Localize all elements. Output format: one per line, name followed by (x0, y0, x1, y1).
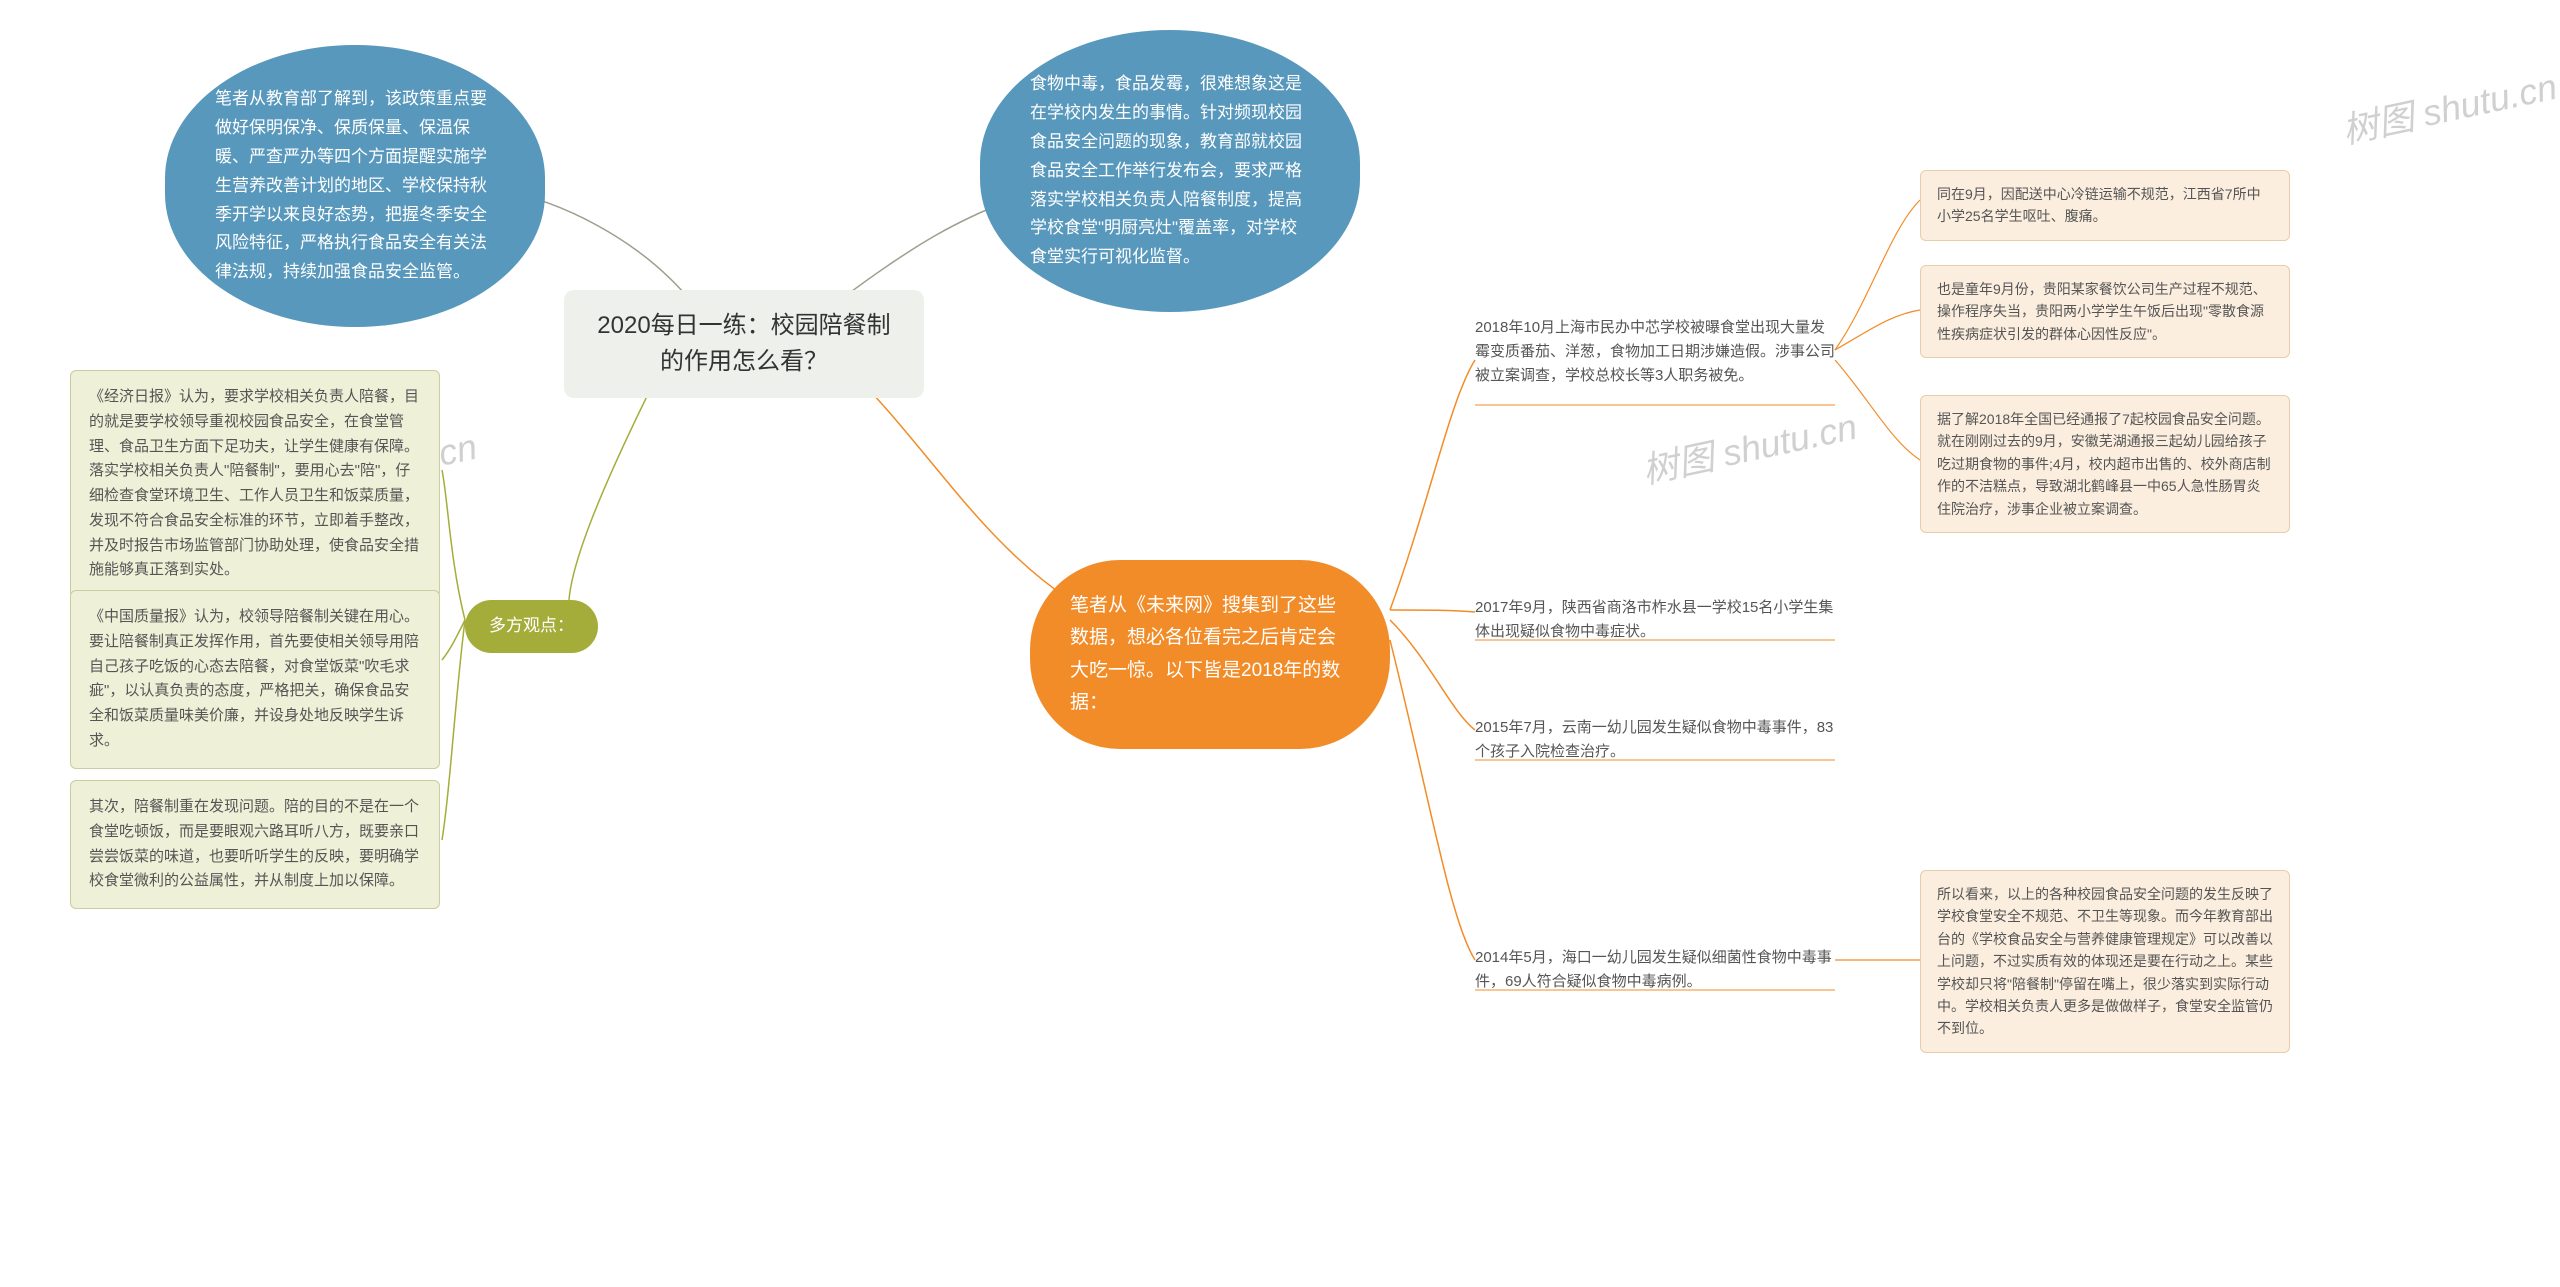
olive-box: 其次，陪餐制重在发现问题。陪的目的不是在一个食堂吃顿饭，而是要眼观六路耳听八方，… (70, 780, 440, 909)
orange-item: 2014年5月，海口一幼儿园发生疑似细菌性食物中毒事件，69人符合疑似食物中毒病… (1475, 940, 1835, 1000)
orange-child-box: 据了解2018年全国已经通报了7起校园食品安全问题。就在刚刚过去的9月，安徽芜湖… (1920, 395, 2290, 533)
orange-child-box: 也是童年9月份，贵阳某家餐饮公司生产过程不规范、操作程序失当，贵阳两小学学生午饭… (1920, 265, 2290, 358)
orange-branch-label: 笔者从《未来网》搜集到了这些数据，想必各位看完之后肯定会大吃一惊。以下皆是201… (1030, 560, 1390, 749)
blue-node-left: 笔者从教育部了解到，该政策重点要做好保明保净、保质保量、保温保暖、严查严办等四个… (165, 45, 545, 327)
olive-box: 《经济日报》认为，要求学校相关负责人陪餐，目的就是要学校领导重视校园食品安全，在… (70, 370, 440, 598)
central-node: 2020每日一练：校园陪餐制的作用怎么看？ (564, 290, 924, 398)
orange-child-box: 所以看来，以上的各种校园食品安全问题的发生反映了学校食堂安全不规范、不卫生等现象… (1920, 870, 2290, 1053)
olive-box: 《中国质量报》认为，校领导陪餐制关键在用心。要让陪餐制真正发挥作用，首先要使相关… (70, 590, 440, 769)
orange-child-box: 同在9月，因配送中心冷链运输不规范，江西省7所中小学25名学生呕吐、腹痛。 (1920, 170, 2290, 241)
orange-item: 2018年10月上海市民办中芯学校被曝食堂出现大量发霉变质番茄、洋葱，食物加工日… (1475, 310, 1835, 394)
blue-node-right: 食物中毒，食品发霉，很难想象这是在学校内发生的事情。针对频现校园食品安全问题的现… (980, 30, 1360, 312)
orange-item: 2015年7月，云南一幼儿园发生疑似食物中毒事件，83个孩子入院检查治疗。 (1475, 710, 1835, 770)
olive-branch-label: 多方观点： (465, 600, 598, 653)
orange-item: 2017年9月，陕西省商洛市柞水县一学校15名小学生集体出现疑似食物中毒症状。 (1475, 590, 1835, 650)
